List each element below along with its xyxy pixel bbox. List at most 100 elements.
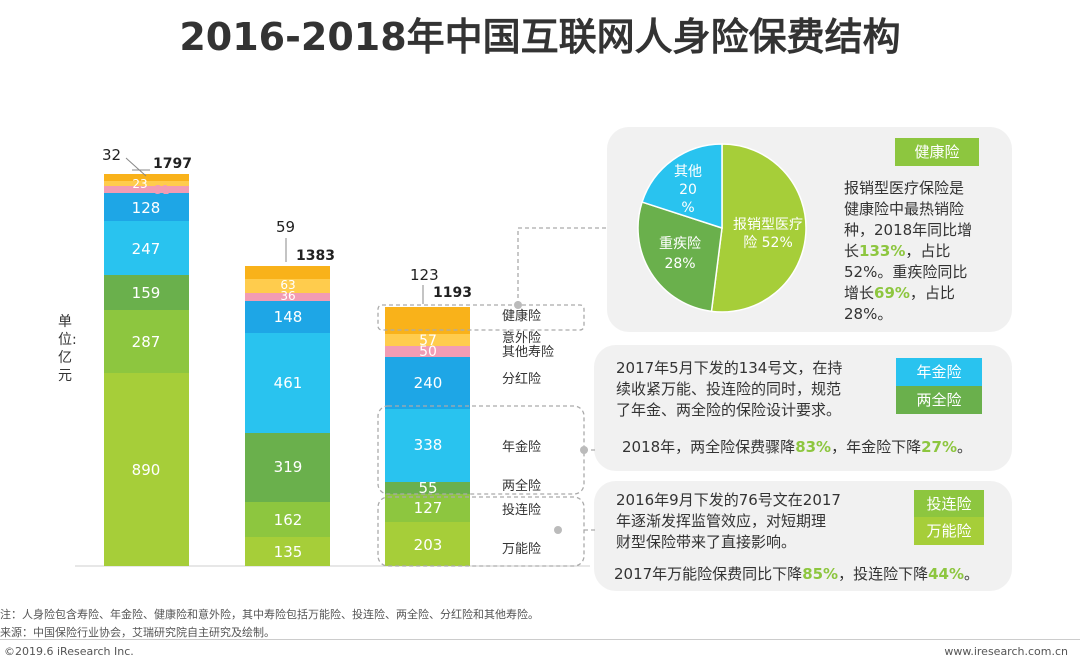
bar-2018-nianjin	[385, 409, 470, 482]
health-line-3: 种，2018年同比增	[844, 221, 973, 239]
footer-source: 来源：中国保险行业协会，艾瑞研究院自主研究及绘制。	[0, 626, 275, 639]
label-2016-qitashouxian: 31	[154, 183, 169, 197]
bar-2018-wanneng	[385, 522, 470, 566]
bar-2018-liangquan	[385, 482, 470, 494]
bar-2018-qitashouxian	[385, 346, 470, 357]
total-2018: 1193	[433, 285, 472, 301]
label-2016-liangquan: 159	[132, 284, 161, 302]
bar-2016-yiwai	[104, 181, 189, 186]
label-2017-qitashouxian: 36	[280, 289, 295, 303]
total-2017: 1383	[296, 248, 335, 264]
health-text: 报销型医疗保险是 健康险中最热销险 种，2018年同比增 长133%，占比 52…	[844, 178, 1004, 325]
label-2017-liangquan: 319	[274, 458, 303, 476]
bar-2017-toulian	[245, 502, 330, 537]
unit-label-2: 位:	[58, 332, 77, 348]
footer-site: www.iresearch.com.cn	[944, 645, 1068, 658]
label-2016-toulian: 287	[132, 333, 161, 351]
bar-2017-fenhong	[245, 301, 330, 333]
bar-2017-qitashouxian	[245, 293, 330, 301]
bar-2018-toulian	[385, 494, 470, 522]
health-line-7: 28%。	[844, 305, 893, 323]
annuity-line-3: 了年金、两全险的保险设计要求。	[616, 401, 842, 419]
endowment-tag: 两全险	[896, 386, 982, 414]
bar-2016-qitashouxian	[104, 186, 189, 193]
annuity-stat: 2018年，两全险保费骤降83%，年金险下降27%。	[622, 438, 973, 456]
bar-2016-wanneng	[104, 373, 189, 566]
universal-line-2: 年逐渐发挥监管效应，对短期理	[616, 512, 827, 530]
legend-wanneng: 万能险	[502, 542, 541, 557]
bar-2017-yiwai	[245, 279, 330, 293]
label-2017-wanneng: 135	[274, 543, 303, 561]
legend-yiwai: 意外险	[502, 330, 541, 346]
health-line-2: 健康险中最热销险	[844, 200, 965, 218]
health-line-4: 长133%，占比	[844, 242, 951, 260]
health-connector	[517, 227, 607, 305]
bar-2017-nianjin	[245, 333, 330, 433]
label-2018-qitashouxian: 50	[419, 344, 437, 360]
legend-fenhong: 分红险	[502, 371, 541, 387]
label-2017-fenhong: 148	[274, 308, 303, 326]
pie-label-medical-1: 报销型医疗	[733, 217, 803, 233]
footer-copyright: ©2019.6 iResearch Inc.	[4, 645, 134, 658]
label-2018-jiankang: 123	[410, 266, 439, 284]
bar-2016-nianjin	[104, 221, 189, 275]
bar-2016-liangquan	[104, 275, 189, 310]
pie-slice-1	[637, 201, 723, 313]
universal-text: 2016年9月下发的76号文在2017 年逐渐发挥监管效应，对短期理 财型保险带…	[616, 490, 906, 553]
annuity-text: 2017年5月下发的134号文，在持 续收紧万能、投连险的同时，规范 了年金、两…	[616, 358, 896, 421]
bar-2016-toulian	[104, 310, 189, 373]
label-2017-toulian: 162	[274, 511, 303, 529]
label-2016-yiwai: 23	[132, 177, 147, 191]
annuity-line-2: 续收紧万能、投连险的同时，规范	[616, 380, 842, 398]
page-title: 2016-2018年中国互联网人身险保费结构	[179, 15, 901, 59]
legend-toulian: 投连险	[502, 502, 541, 518]
bar-2016-fenhong	[104, 193, 189, 221]
label-2018-liangquan: 55	[418, 479, 437, 497]
label-2017-nianjin: 461	[274, 374, 303, 392]
health-line-6: 增长69%，占比	[844, 284, 955, 302]
pie-slice-0	[710, 143, 807, 313]
label-2018-nianjin: 338	[414, 436, 443, 454]
pie-label-critical-2: 28%	[664, 256, 695, 272]
label-2018-toulian: 127	[414, 499, 443, 517]
unit-label-3: 亿	[58, 350, 72, 366]
pie-label-medical-2: 险 52%	[743, 235, 793, 251]
pie-slice-2	[641, 143, 723, 230]
universal-line-1: 2016年9月下发的76号文在2017	[616, 491, 841, 509]
legend-nianjin: 年金险	[502, 439, 541, 455]
label-2017-jiankang: 59	[276, 218, 295, 236]
unit-label-4: 元	[58, 368, 72, 384]
bar-2017-jiankang	[245, 266, 330, 279]
legend-jiankang: 健康险	[502, 308, 541, 324]
bar-2018-fenhong	[385, 357, 470, 409]
legend-qitashouxian: 其他寿险	[502, 345, 554, 360]
label-2016-nianjin: 247	[132, 240, 161, 258]
universal-line-3: 财型保险带来了直接影响。	[616, 533, 797, 551]
pie-label-other-2: 20	[679, 182, 697, 198]
health-pie-chart	[637, 143, 807, 313]
health-line-1: 报销型医疗保险是	[844, 179, 965, 197]
unit-linked-tag: 投连险	[914, 490, 984, 518]
label-2016-fenhong: 128	[132, 199, 161, 217]
unit-label-1: 单	[58, 314, 72, 330]
bar-2017-wanneng	[245, 537, 330, 566]
label-2018-yiwai: 57	[419, 333, 437, 349]
bar-2017-liangquan	[245, 433, 330, 502]
pie-label-other-3: %	[681, 200, 694, 216]
health-line-5: 52%。重疾险同比	[844, 263, 968, 281]
total-2016: 1797	[153, 156, 192, 172]
footer-divider	[0, 639, 1080, 640]
pie-label-other-1: 其他	[674, 164, 702, 180]
annuity-group-box	[377, 405, 585, 495]
annuity-tag: 年金险	[896, 358, 982, 386]
footer-note: 注：人身险包含寿险、年金险、健康险和意外险，其中寿险包括万能险、投连险、两全险、…	[0, 608, 539, 621]
label-2016-wanneng: 890	[132, 461, 161, 479]
annuity-line-1: 2017年5月下发的134号文，在持	[616, 359, 843, 377]
label-2017-yiwai: 63	[280, 278, 295, 292]
health-tag: 健康险	[895, 138, 979, 166]
label-2018-fenhong: 240	[414, 374, 443, 392]
bar-2016-jiankang	[104, 174, 189, 181]
universal-stat: 2017年万能险保费同比下降85%，投连险下降44%。	[614, 565, 980, 583]
legend-liangquan: 两全险	[502, 478, 541, 494]
